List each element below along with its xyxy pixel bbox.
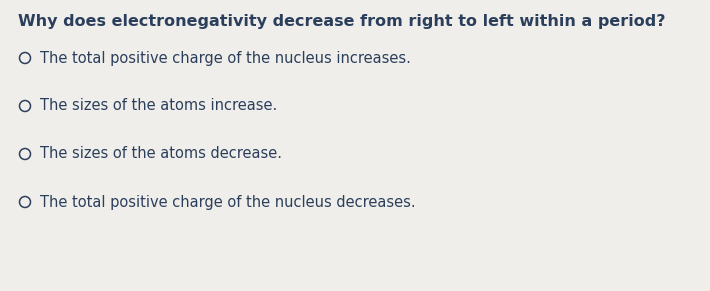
Text: The total positive charge of the nucleus decreases.: The total positive charge of the nucleus… — [40, 194, 415, 210]
Text: Why does electronegativity decrease from right to left within a period?: Why does electronegativity decrease from… — [18, 14, 665, 29]
Text: The total positive charge of the nucleus increases.: The total positive charge of the nucleus… — [40, 51, 411, 65]
Text: The sizes of the atoms increase.: The sizes of the atoms increase. — [40, 98, 277, 113]
Text: The sizes of the atoms decrease.: The sizes of the atoms decrease. — [40, 146, 282, 162]
